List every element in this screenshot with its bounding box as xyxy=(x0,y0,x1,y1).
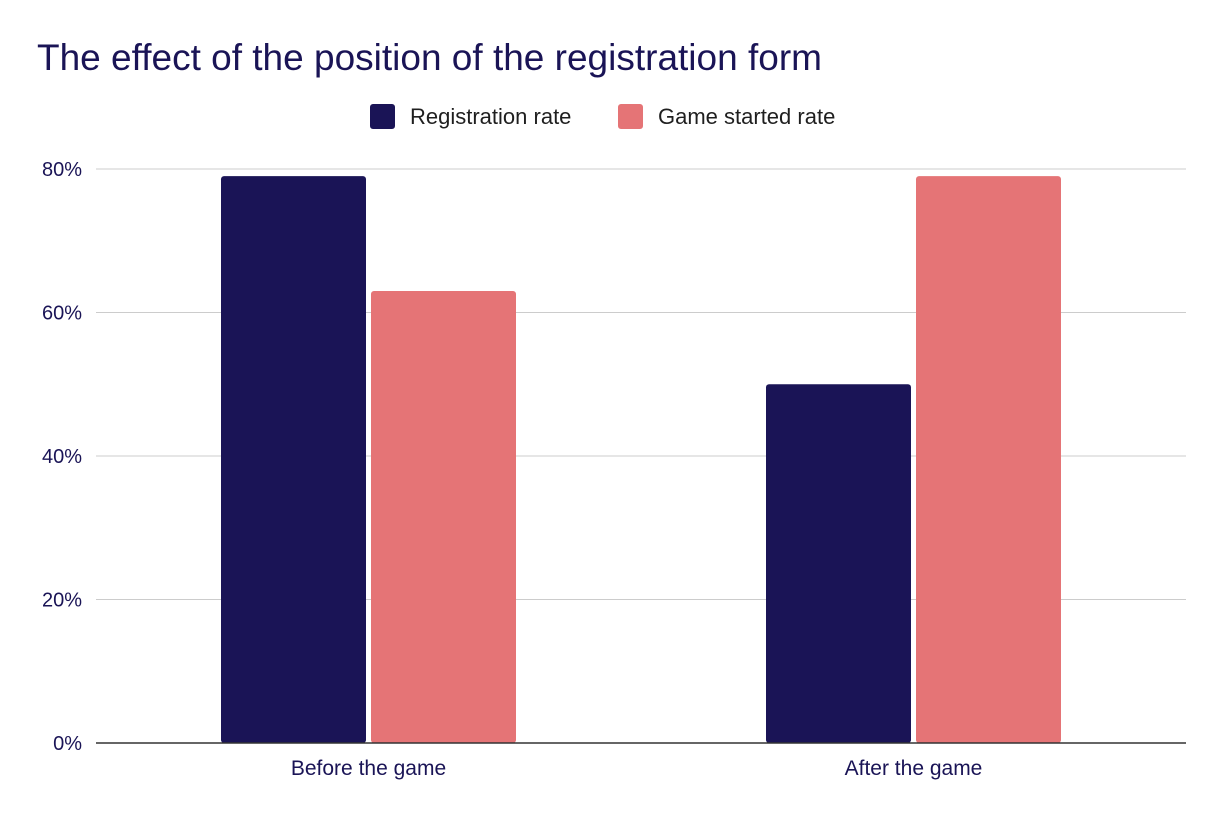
y-tick-label: 20% xyxy=(42,590,82,612)
bar-game-started-rate-before-the-game xyxy=(371,290,516,743)
bar-game-started-rate-after-the-game xyxy=(916,176,1061,744)
legend-label-game-started-rate: Game started rate xyxy=(658,104,835,129)
x-tick-label: After the game xyxy=(845,757,983,780)
legend: Registration rate Game started rate xyxy=(370,104,835,129)
y-tick-label: 80% xyxy=(42,159,82,181)
legend-swatch-game-started-rate xyxy=(618,104,643,129)
legend-label-registration-rate: Registration rate xyxy=(410,104,571,129)
x-axis: Before the game After the game xyxy=(291,757,983,780)
legend-item-game-started-rate: Game started rate xyxy=(618,104,835,129)
bar-registration-rate-after-the-game xyxy=(766,384,911,743)
bars xyxy=(221,176,1061,744)
y-tick-label: 40% xyxy=(42,446,82,468)
bar-registration-rate-before-the-game xyxy=(221,176,366,744)
x-tick-label: Before the game xyxy=(291,757,446,780)
chart-title: The effect of the position of the regist… xyxy=(37,37,822,78)
y-tick-label: 60% xyxy=(42,303,82,325)
legend-swatch-registration-rate xyxy=(370,104,395,129)
y-axis: 0% 20% 40% 60% 80% xyxy=(42,159,82,755)
y-tick-label: 0% xyxy=(53,733,82,755)
legend-item-registration-rate: Registration rate xyxy=(370,104,571,129)
